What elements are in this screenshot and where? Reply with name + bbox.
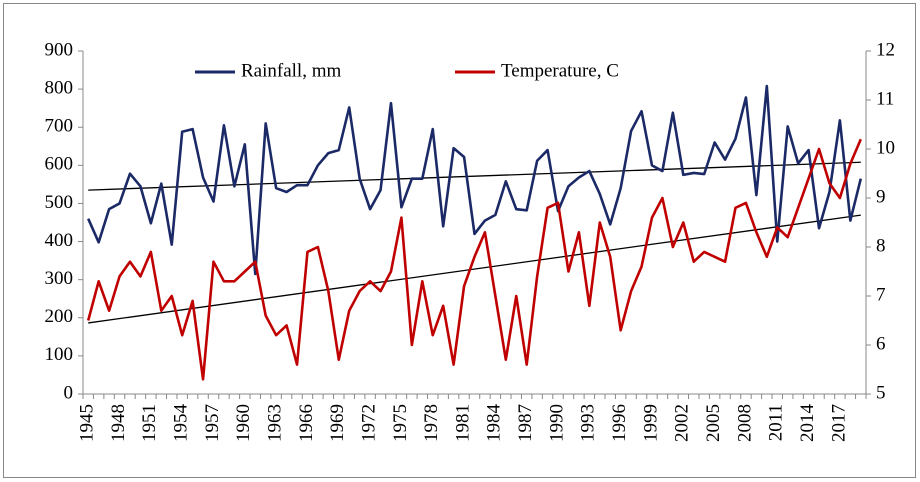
x-tick-label: 1981: [452, 404, 473, 442]
y2-tick-label: 6: [876, 333, 886, 354]
y-tick-label: 100: [45, 344, 74, 365]
y2-tick-label: 7: [876, 284, 886, 305]
x-tick-label: 2005: [703, 404, 724, 442]
y-tick-label: 700: [45, 116, 74, 137]
x-tick-label: 1984: [484, 404, 505, 443]
x-tick-label: 1969: [327, 404, 348, 442]
y2-tick-label: 9: [876, 186, 886, 207]
y-tick-label: 0: [64, 382, 74, 403]
x-tick-label: 1945: [77, 404, 98, 442]
x-tick-label: 1963: [264, 404, 285, 442]
x-tick-label: 1948: [108, 404, 129, 442]
data-line: [87, 84, 863, 276]
x-tick-label: 1987: [515, 404, 536, 442]
x-tick-label: 2011: [766, 404, 787, 441]
y-tick-label: 500: [45, 192, 74, 213]
y-tick-label: 300: [45, 268, 74, 289]
y-tick-label: 400: [45, 230, 74, 251]
x-tick-label: 2002: [672, 404, 693, 442]
data-line: [86, 138, 862, 381]
x-tick-label: 1960: [233, 404, 254, 442]
trend-line: [88, 214, 861, 324]
y2-tick-label: 11: [876, 88, 894, 109]
y-tick-label: 900: [45, 39, 74, 60]
chart-frame: [3, 3, 916, 478]
x-tick-label: 1999: [640, 404, 661, 442]
y-tick-label: 600: [45, 154, 74, 175]
x-tick-label: 1978: [421, 404, 442, 442]
x-tick-label: 1957: [202, 404, 223, 442]
y2-tick-label: 8: [876, 235, 886, 256]
y2-tick-label: 10: [876, 137, 895, 158]
x-tick-label: 1954: [171, 404, 192, 443]
x-tick-label: 1993: [578, 404, 599, 442]
x-tick-label: 1972: [358, 404, 379, 442]
legend-label: Rainfall, mm: [241, 60, 341, 81]
y-tick-label: 800: [45, 77, 74, 98]
x-tick-label: 2017: [828, 404, 849, 442]
y2-tick-label: 5: [876, 382, 886, 403]
legend-label: Temperature, C: [501, 60, 619, 81]
x-tick-label: 2014: [797, 404, 818, 443]
y2-tick-label: 12: [876, 39, 895, 60]
x-tick-label: 1975: [390, 404, 411, 442]
x-tick-label: 1951: [139, 404, 160, 442]
x-tick-label: 2008: [734, 404, 755, 442]
x-tick-label: 1996: [609, 404, 630, 442]
y-tick-label: 200: [45, 306, 74, 327]
x-tick-label: 1990: [546, 404, 567, 442]
x-tick-label: 1966: [296, 404, 317, 442]
